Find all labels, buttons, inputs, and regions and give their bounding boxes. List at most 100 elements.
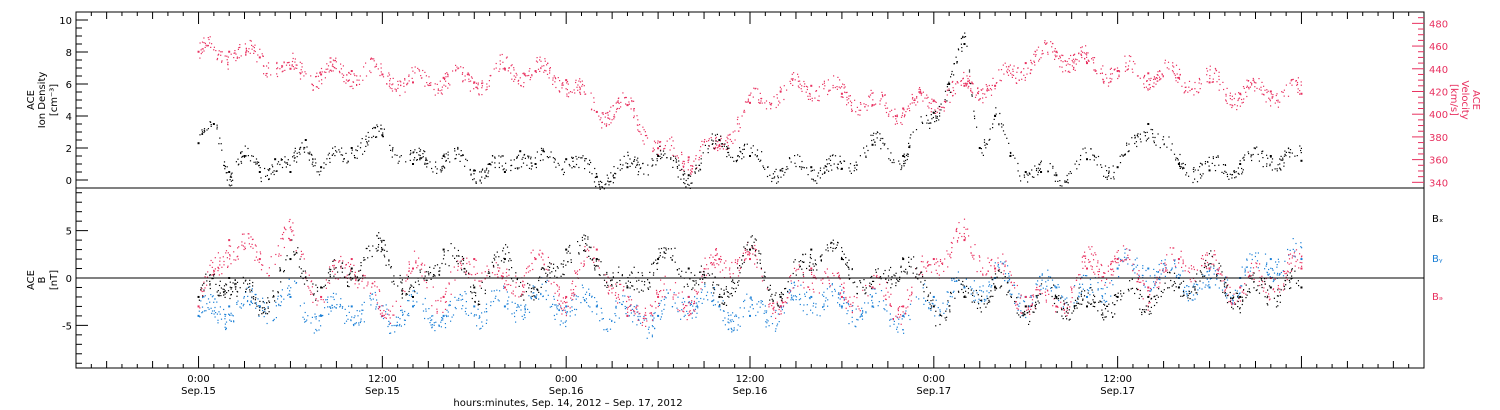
- density-sample: [1253, 147, 1255, 149]
- velocity-sample: [600, 117, 602, 119]
- density-sample: [412, 151, 414, 153]
- by-sample: [404, 319, 406, 321]
- density-sample: [982, 154, 984, 156]
- velocity-sample: [846, 91, 848, 93]
- velocity-sample: [566, 95, 568, 97]
- velocity-sample: [561, 83, 563, 85]
- velocity-sample: [866, 109, 868, 111]
- bz-sample: [1149, 302, 1151, 304]
- density-sample: [416, 152, 418, 154]
- by-sample: [214, 298, 216, 300]
- density-sample: [1254, 147, 1256, 149]
- by-sample: [843, 297, 845, 299]
- bz-sample: [1029, 313, 1031, 315]
- velocity-sample: [989, 88, 992, 90]
- bz-sample: [1180, 256, 1182, 258]
- by-sample: [1079, 286, 1082, 288]
- by-sample: [695, 316, 697, 318]
- velocity-sample: [945, 101, 947, 103]
- density-sample: [1178, 162, 1180, 164]
- bz-sample: [942, 262, 944, 264]
- density-sample: [564, 161, 566, 163]
- velocity-sample: [846, 99, 848, 101]
- velocity-sample: [370, 71, 372, 74]
- density-sample: [562, 173, 565, 176]
- by-sample: [969, 286, 972, 288]
- bz-sample: [941, 262, 943, 264]
- by-sample: [1272, 269, 1274, 271]
- density-sample: [439, 169, 442, 171]
- by-sample: [210, 294, 212, 296]
- density-sample: [329, 161, 331, 163]
- density-sample: [786, 166, 788, 168]
- density-sample: [904, 156, 906, 158]
- density-sample: [426, 159, 428, 161]
- velocity-sample: [245, 51, 247, 53]
- velocity-sample: [1012, 74, 1015, 76]
- velocity-sample: [919, 89, 921, 91]
- density-sample: [266, 174, 268, 177]
- by-sample: [727, 312, 729, 314]
- density-sample: [636, 159, 638, 161]
- bz-sample: [550, 283, 552, 285]
- by-sample: [385, 304, 387, 306]
- velocity-sample: [552, 77, 554, 79]
- velocity-sample: [1110, 73, 1112, 75]
- by-sample: [952, 291, 954, 293]
- density-sample: [237, 164, 239, 166]
- velocity-sample: [203, 50, 205, 52]
- bz-sample: [921, 274, 924, 276]
- velocity-sample: [1153, 86, 1155, 88]
- velocity-sample: [646, 134, 648, 137]
- bz-sample: [212, 261, 214, 264]
- bz-sample: [859, 310, 861, 312]
- density-sample: [837, 168, 839, 170]
- density-sample: [367, 131, 369, 134]
- bz-sample: [1265, 291, 1267, 294]
- bz-sample: [1129, 249, 1131, 251]
- bz-sample: [571, 294, 573, 296]
- velocity-sample: [1082, 51, 1084, 53]
- velocity-sample: [486, 88, 488, 90]
- velocity-sample: [630, 97, 632, 99]
- velocity-sample: [1173, 73, 1175, 75]
- density-sample: [568, 163, 570, 166]
- velocity-sample: [842, 96, 844, 98]
- density-sample: [390, 149, 392, 151]
- density-sample: [454, 158, 456, 160]
- velocity-sample: [1007, 74, 1010, 76]
- velocity-sample: [524, 73, 526, 75]
- by-sample: [697, 306, 699, 308]
- by-sample: [357, 315, 359, 317]
- by-sample: [224, 315, 226, 317]
- by-sample: [697, 307, 699, 309]
- velocity-sample: [943, 100, 946, 103]
- by-sample: [413, 304, 415, 307]
- bz-sample: [719, 261, 722, 263]
- density-sample: [1179, 165, 1181, 167]
- by-sample: [994, 262, 996, 264]
- bz-sample: [802, 281, 804, 283]
- by-sample: [782, 306, 784, 308]
- velocity-sample: [523, 74, 525, 76]
- velocity-sample: [1218, 78, 1220, 81]
- velocity-sample: [561, 87, 563, 89]
- by-sample: [341, 307, 343, 309]
- density-sample: [441, 168, 443, 170]
- bz-sample: [972, 256, 974, 258]
- by-sample: [211, 310, 214, 312]
- by-sample: [723, 310, 725, 312]
- density-sample: [652, 164, 654, 166]
- density-sample: [293, 160, 295, 162]
- velocity-sample: [428, 76, 430, 78]
- by-sample: [860, 313, 862, 316]
- velocity-sample: [329, 57, 331, 59]
- by-sample: [628, 315, 630, 317]
- velocity-sample: [371, 58, 373, 60]
- density-sample: [301, 142, 303, 144]
- by-sample: [1179, 274, 1181, 276]
- by-sample: [465, 293, 467, 295]
- velocity-sample: [447, 73, 449, 75]
- density-sample: [863, 147, 865, 149]
- by-sample: [989, 284, 991, 286]
